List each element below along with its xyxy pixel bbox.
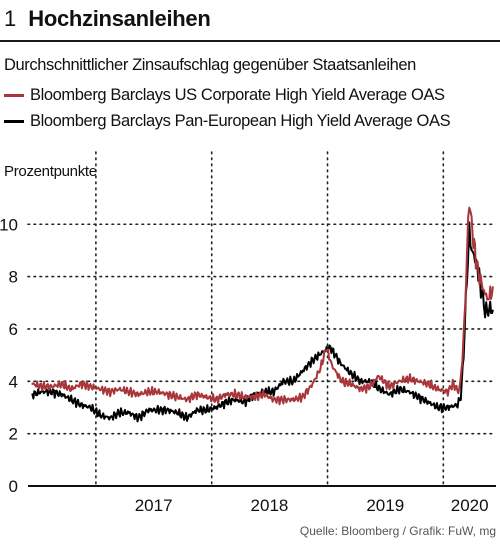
figure-number: 1 <box>4 6 17 31</box>
chart-subtitle: Durchschnittlicher Zinsaufschlag gegenüb… <box>4 56 416 74</box>
series <box>31 206 494 423</box>
y-tick-label-0: 0 <box>9 477 18 496</box>
title-row: 1 Hochzinsanleihen <box>4 6 211 36</box>
legend-swatch-us <box>4 93 24 97</box>
y-tick-label-8: 8 <box>9 268 18 287</box>
y-tick-label-10: 10 <box>0 215 18 234</box>
x-tick-label-2020: 2020 <box>451 496 489 515</box>
grid <box>27 151 497 487</box>
legend-label-europe: Bloomberg Barclays Pan-European High Yie… <box>30 111 451 130</box>
legend-item-us: Bloomberg Barclays US Corporate High Yie… <box>4 82 450 108</box>
x-tick-label-2017: 2017 <box>135 496 173 515</box>
axes: 0 2 4 6 8 10 2017 2018 2019 2020 <box>0 215 496 515</box>
series-line-us <box>31 206 494 406</box>
title-rule <box>0 40 500 42</box>
chart-title: Hochzinsanleihen <box>28 6 211 31</box>
y-tick-label-4: 4 <box>9 372 18 391</box>
legend: Bloomberg Barclays US Corporate High Yie… <box>4 82 451 134</box>
x-tick-label-2019: 2019 <box>366 496 404 515</box>
y-tick-label-6: 6 <box>9 320 18 339</box>
legend-item-europe: Bloomberg Barclays Pan-European High Yie… <box>4 108 451 134</box>
legend-swatch-europe <box>4 119 24 123</box>
source-note: Quelle: Bloomberg / Grafik: FuW, mg <box>299 524 496 538</box>
y-tick-label-2: 2 <box>9 425 18 444</box>
y-axis-label: Prozentpunkte <box>4 163 97 180</box>
x-tick-label-2018: 2018 <box>251 496 289 515</box>
legend-label-us: Bloomberg Barclays US Corporate High Yie… <box>30 85 445 104</box>
